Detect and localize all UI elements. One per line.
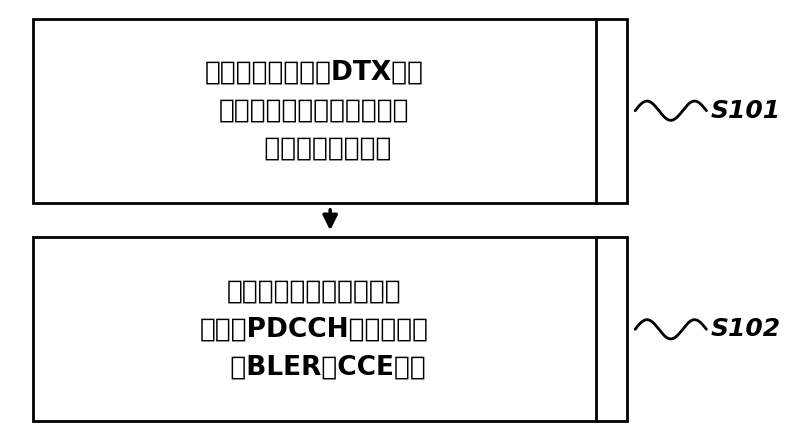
Text: S101: S101 xyxy=(710,99,781,123)
Bar xyxy=(33,238,627,421)
Text: 基站根据当前外环因子为
用户的PDCCH分配满足目
   标BLER的CCE资源: 基站根据当前外环因子为 用户的PDCCH分配满足目 标BLER的CCE资源 xyxy=(200,279,429,380)
Text: 基站通过对用户的DTX信息
的检测，调整外环因子，以
   得到当前外环因子: 基站通过对用户的DTX信息 的检测，调整外环因子，以 得到当前外环因子 xyxy=(205,60,424,161)
Text: S102: S102 xyxy=(710,317,781,341)
Bar xyxy=(33,19,627,202)
